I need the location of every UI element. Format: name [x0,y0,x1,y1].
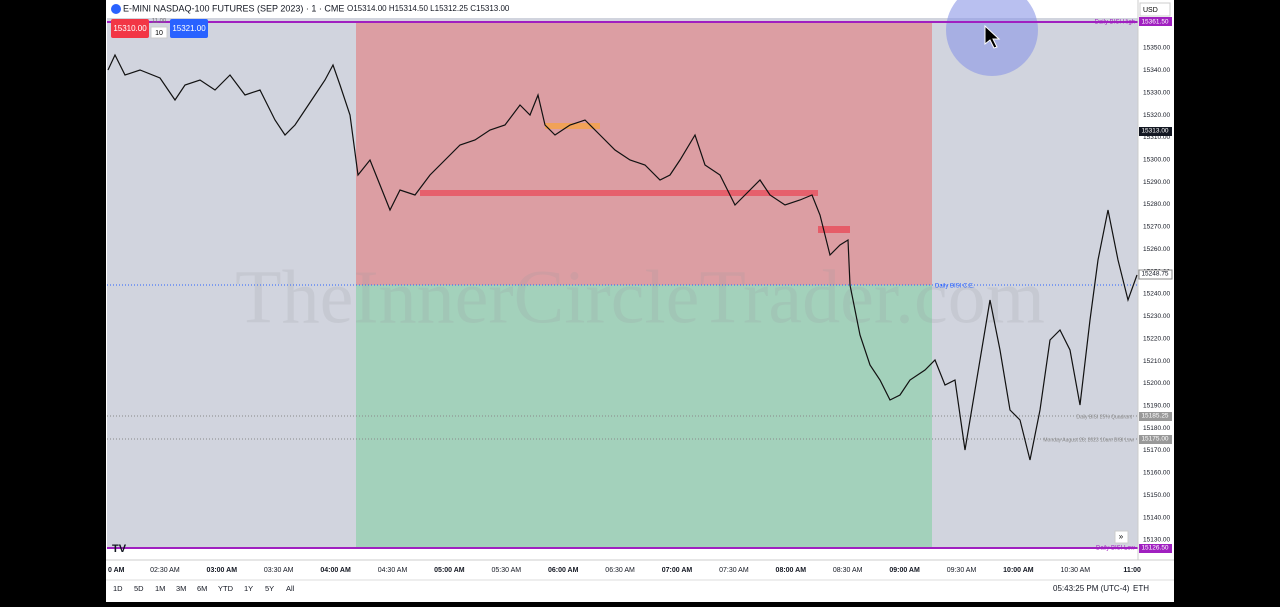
price-label: 15220.00 [1143,335,1170,342]
buy-button[interactable] [170,19,208,38]
range-button[interactable]: 1D [113,584,123,593]
price-label: 15260.00 [1143,246,1170,253]
price-label: 15310.00 [1143,134,1170,141]
time-label: 05:30 AM [492,567,522,574]
time-label: 0 AM [108,567,125,574]
currency[interactable]: USD [1143,7,1158,14]
time-label: 03:30 AM [264,567,294,574]
price-label: 15350.00 [1143,45,1170,52]
range-button[interactable]: 1M [155,584,165,593]
session[interactable]: ETH [1133,584,1149,593]
time-label: 05:00 AM [434,567,465,574]
price-tag-text: 15126.50 [1141,545,1168,552]
price-label: 15160.00 [1143,470,1170,477]
price-label: 15270.00 [1143,224,1170,231]
price-label: 15340.00 [1143,67,1170,74]
time-label: 03:00 AM [207,567,238,574]
price-label: 15210.00 [1143,358,1170,365]
time-label: 07:00 AM [662,567,693,574]
price-tag [1139,127,1172,136]
time-label: 06:00 AM [548,567,579,574]
buy-price[interactable]: 15321.00 [172,24,206,33]
price-label: 15330.00 [1143,89,1170,96]
price-tag-text: 15185.25 [1141,413,1168,420]
level-label: Daily BISI 25% Quadrant [1076,414,1132,420]
time-label: 02:30 AM [150,567,180,574]
range-button[interactable]: 1Y [244,584,253,593]
price-tag [1139,435,1172,444]
time-label: 08:30 AM [833,567,863,574]
scroll-icon[interactable]: » [1119,532,1124,541]
price-tag [1139,544,1172,553]
time-label: 07:30 AM [719,567,749,574]
price-tag [1138,269,1173,280]
symbol-title: E-MINI NASDAQ-100 FUTURES (SEP 2023) · 1… [123,3,344,13]
currency-button[interactable] [1139,2,1171,17]
price-tag-text: 15361.50 [1141,19,1168,26]
price-label: 15240.00 [1143,291,1170,298]
time-label: 08:00 AM [776,567,807,574]
price-tag-text: 15313.00 [1141,128,1168,135]
toolbar: 1D 5D 1M 3M 6M YTD 1Y 5Y All [113,584,295,593]
price-tag-text: 15248.75 [1141,271,1168,278]
fvg-marker [420,190,818,196]
time-label: 04:00 AM [320,567,351,574]
clock: 05:43:25 PM (UTC-4) [1053,584,1130,593]
range-button[interactable]: 6M [197,584,207,593]
range-button[interactable]: YTD [218,584,234,593]
time-label: 09:30 AM [947,567,977,574]
range-button[interactable]: 3M [176,584,186,593]
range-button[interactable]: All [286,584,295,593]
time-label: 10:00 AM [1003,567,1034,574]
level-label: Monday August 28, 2023 10am BISI Low [1043,437,1134,443]
time-axis: 0 AM 02:30 AM 03:00 AM 03:30 AM 04:00 AM 04:3… [108,567,1141,574]
price-tag [1139,412,1172,421]
quantity-box[interactable] [150,26,168,39]
price-label: 15190.00 [1143,402,1170,409]
level-label: Daily BISI Low [1096,546,1136,552]
watermark: TheInnerCircleTrader.com [235,255,1045,339]
symbol-icon [111,4,121,14]
fvg-marker [545,123,600,129]
scroll-button[interactable] [1114,530,1129,544]
sell-button[interactable] [111,19,149,38]
price-label: 15230.00 [1143,313,1170,320]
price-tag-text: 15175.00 [1141,436,1168,443]
price-label: 15150.00 [1143,492,1170,499]
price-path [107,53,1138,461]
price-label: 15320.00 [1143,112,1170,119]
spread: 11.00 [152,19,167,25]
price-label: 15280.00 [1143,201,1170,208]
tv-logo: TV [112,543,127,555]
range-button[interactable]: 5Y [265,584,274,593]
price-label: 15200.00 [1143,380,1170,387]
time-label: 09:00 AM [889,567,920,574]
sell-price[interactable]: 15310.00 [113,24,147,33]
time-label: 10:30 AM [1061,567,1091,574]
price-label: 15170.00 [1143,447,1170,454]
price-axis: 15350.00 15340.00 15330.00 15320.00 15310.00… [1143,45,1170,544]
price-label: 15180.00 [1143,425,1170,432]
range-button[interactable]: 5D [134,584,144,593]
price-label: 15130.00 [1143,537,1170,544]
mouse-cursor [984,24,1001,49]
fvg-marker [818,226,850,233]
price-tag [1139,17,1172,26]
level-label: Daily BISI C.E. [935,284,975,290]
price-label: 15140.00 [1143,514,1170,521]
price-label: 15300.00 [1143,157,1170,164]
ohlc: O15314.00 H15314.50 L15312.25 C15313.00 [347,4,510,13]
quantity[interactable]: 10 [155,30,163,37]
time-label: 06:30 AM [605,567,635,574]
time-label: 04:30 AM [378,567,408,574]
price-label: 15290.00 [1143,179,1170,186]
level-label: Daily BISI High [1095,20,1135,26]
premium-zone [356,22,932,285]
time-label: 11:00 [1123,567,1141,574]
